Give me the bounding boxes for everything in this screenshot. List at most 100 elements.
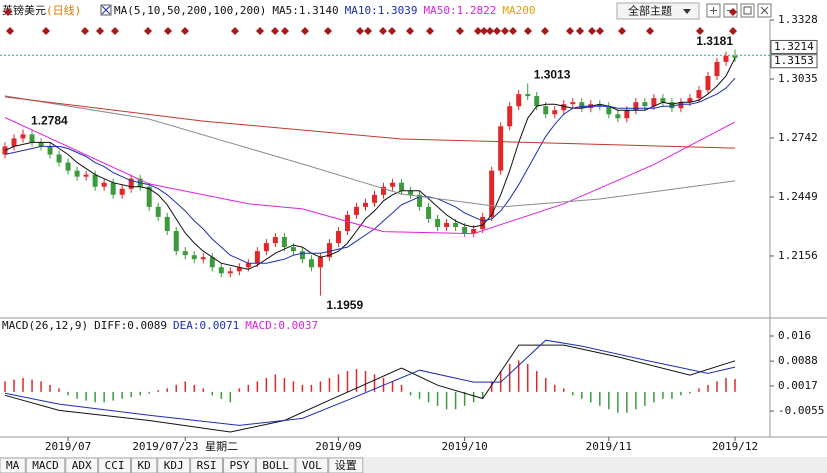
candle-body [732,55,738,58]
tab-label: RSI [197,459,217,472]
candle-body [110,182,116,195]
event-marker [576,27,584,35]
event-marker [493,27,501,35]
x-tick-label: 2019/10 [441,440,487,453]
event-marker [96,27,104,35]
y-tick-label: 0.0017 [778,379,818,392]
tab-box [98,457,131,473]
candle-body [47,146,53,155]
legend-value: 1.3140 [299,4,339,17]
extreme-label: 1.1959 [326,298,363,312]
tab[interactable]: MACD [25,457,66,473]
x-tick-label: 2019/09 [315,440,361,453]
tab[interactable]: KD [131,457,158,473]
chart-title: 英镑美元 [2,3,46,17]
event-marker [588,27,596,35]
candle-body [155,206,161,217]
price-box [770,39,818,54]
price-label: 1.3214 [774,40,814,53]
candle-body [615,114,621,119]
tab[interactable]: CCI [98,457,131,473]
tab[interactable]: BOLL [255,457,296,473]
candle-body [408,190,414,195]
candle-body [723,55,729,62]
candle-body [29,134,35,143]
tab[interactable]: 设置 [328,457,364,473]
indicator: MA(5,10,50,200,100,200) [114,4,266,17]
candle-body [119,188,125,195]
tab-label: ADX [72,459,92,472]
candle-body [597,104,603,107]
tab-label: MACD [32,459,59,472]
y-tick-label: 1.3035 [778,72,818,85]
y-tick-label: 1.2449 [778,190,818,203]
candle-body [372,194,378,203]
candle-body [173,231,179,252]
tab-label: BOLL [262,459,289,472]
tab[interactable]: VOL [295,457,329,473]
tab[interactable]: ADX [65,457,99,473]
candle-body [38,142,44,147]
event-marker [231,27,239,35]
candle-body [335,231,341,244]
tab-label: KDJ [164,459,184,472]
price-label: 1.3153 [774,54,814,67]
event-marker [646,27,654,35]
event-marker [81,27,89,35]
legend-name: MA10: [345,4,378,17]
candle-body [92,174,98,187]
event-marker [111,27,119,35]
candle-body [128,178,134,189]
event-marker [6,27,14,35]
candle-body [83,174,89,177]
candle-body [489,170,495,217]
theme-label: 全部主题 [628,4,672,18]
event-marker [474,27,482,35]
event-marker [144,27,152,35]
y-tick-label: 1.2742 [778,131,818,144]
event-marker [42,27,50,35]
theme-dropdown[interactable] [616,2,700,20]
tab-box [0,457,26,473]
ma-line [4,57,736,270]
candle-body [381,186,387,195]
event-marker [256,27,264,35]
candle-body [471,229,477,234]
tab-box [190,457,223,473]
event-marker [480,27,488,35]
event-marker [729,27,737,35]
candle-body [101,182,107,187]
legend-value: 0.0071 [199,319,239,332]
event-marker [364,27,372,35]
candle-body [182,251,188,256]
candle-body [344,214,350,232]
candle-body [687,98,693,103]
candle-body [696,90,702,99]
tab-label: MA [6,459,20,472]
icon-button[interactable] [740,3,755,18]
candle-body [561,104,567,111]
event-marker [541,27,549,35]
tab[interactable]: MA [0,457,26,473]
price-box [770,54,818,69]
legend-value: 1.3039 [378,4,418,17]
candle-body [308,259,314,268]
tab[interactable]: RSI [190,457,223,473]
checkbox-mark [101,5,111,15]
tab-label: 设置 [335,459,357,472]
candle-body [633,102,639,111]
candle-body [390,182,396,187]
legend-name: MA5: [272,4,299,17]
tab-box [25,457,66,473]
tab[interactable]: PSY [223,457,256,473]
event-marker [181,27,189,35]
ma-line [4,96,736,149]
tab-label: CCI [105,459,125,472]
candle-body [570,102,576,105]
tab[interactable]: KDJ [157,457,191,473]
event-marker [271,27,279,35]
legend-name: DEA: [173,319,200,332]
event-marker [388,27,396,35]
event-marker [729,8,737,16]
candle-body [399,182,405,191]
